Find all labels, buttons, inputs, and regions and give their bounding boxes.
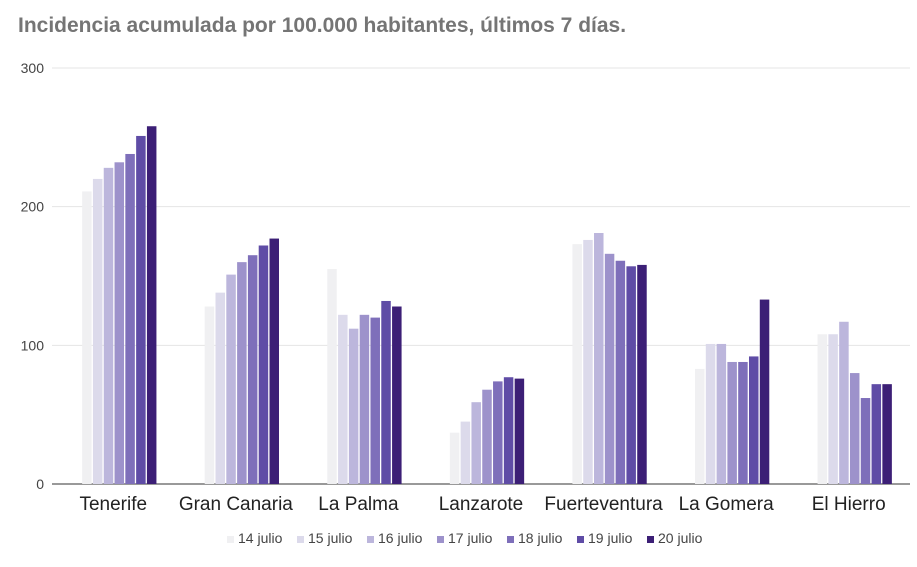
bar [849,373,860,484]
bar [125,153,135,484]
legend-swatch [227,536,234,543]
bar [694,368,705,484]
bar [583,239,593,484]
legend-label: 18 julio [518,530,563,546]
bar [514,378,525,484]
bar [258,245,269,484]
bar [817,334,828,484]
bar [871,384,882,484]
bar [727,361,737,484]
y-tick-label: 300 [21,60,45,76]
bar [759,299,770,484]
x-tick-label: Tenerife [79,494,147,515]
x-tick-label: Gran Canaria [179,494,293,515]
legend-label: 16 julio [378,530,423,546]
bar [460,421,471,484]
bar [828,334,838,484]
bar [705,343,716,484]
legend-swatch [367,536,374,543]
chart-title: Incidencia acumulada por 100.000 habitan… [18,14,627,37]
legend-label: 19 julio [588,530,633,546]
legend-label: 14 julio [238,530,283,546]
bar [716,343,727,484]
y-tick-label: 200 [21,199,45,215]
y-tick-label: 0 [36,476,44,492]
bar [493,381,503,484]
bar [146,126,157,485]
bar [370,317,380,484]
bar [381,300,391,484]
bar [269,238,280,484]
bar [860,398,871,484]
legend-label: 17 julio [448,530,493,546]
bar [604,253,615,484]
legend-swatch [437,536,444,543]
bar [103,167,114,484]
bar [503,377,514,484]
legend-label: 15 julio [308,530,353,546]
bar [637,264,647,484]
bar [338,314,348,484]
x-tick-label: Lanzarote [439,494,524,515]
x-tick-label: Fuerteventura [544,494,663,515]
bar [114,162,125,484]
x-tick-label: La Gomera [679,494,774,515]
bar [839,321,849,484]
bar [482,389,492,484]
legend-swatch [577,536,584,543]
bar [392,306,402,484]
bar [471,402,481,484]
bar [327,269,337,484]
bar [594,233,604,484]
bar [82,191,92,484]
bar [204,306,215,484]
bar [215,292,226,484]
bar [615,260,626,484]
bar [237,262,247,484]
legend-label: 20 julio [658,530,703,546]
bar [882,384,892,484]
legend-swatch [507,536,514,543]
bar [92,178,103,484]
legend-swatch [647,536,654,543]
bar [738,361,748,484]
x-tick-label: El Hierro [812,494,886,515]
legend-swatch [297,536,304,543]
bar [748,356,759,484]
bar [359,314,370,484]
bar [572,244,582,484]
bar [449,432,460,484]
bar [136,135,146,485]
bar [348,328,359,484]
bar [247,255,258,484]
bar [626,266,636,484]
x-tick-label: La Palma [318,494,399,515]
y-tick-label: 100 [21,337,45,353]
bar [226,274,236,484]
